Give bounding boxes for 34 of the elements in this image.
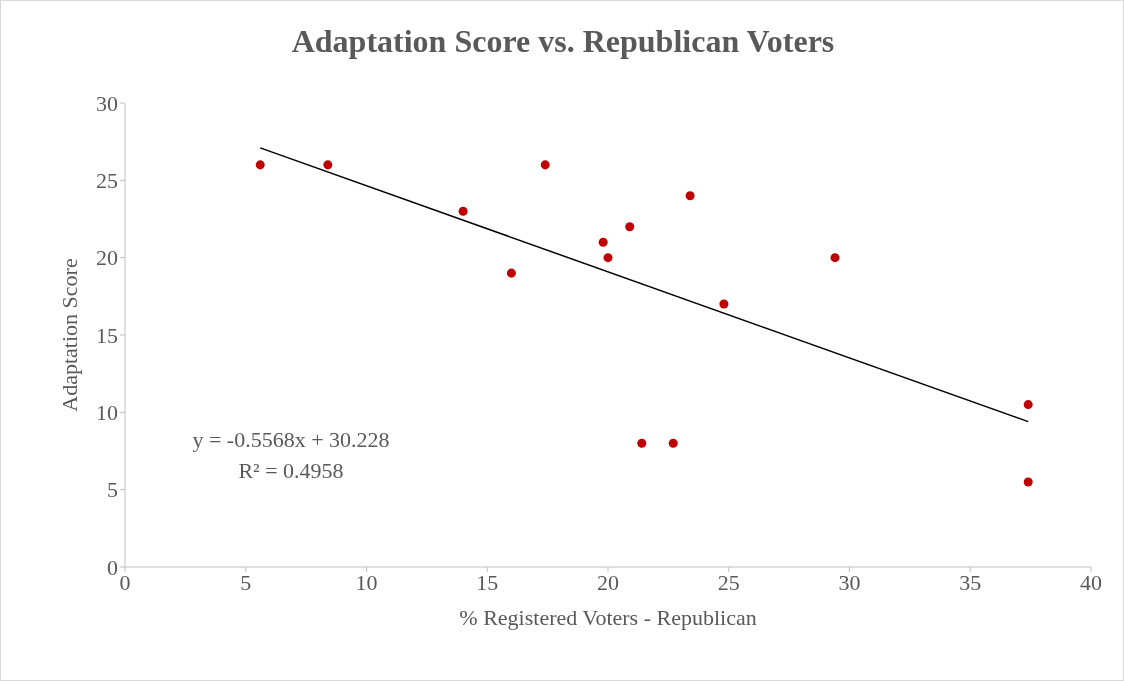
y-tick-label: 5 [107, 477, 118, 503]
point [458, 206, 468, 216]
y-tick-label: 30 [96, 90, 118, 116]
point [719, 299, 729, 309]
y-axis-title: Adaptation Score [56, 258, 82, 412]
annotation: R² = 0.4958 [237, 457, 345, 485]
y-tick-label: 20 [96, 245, 118, 271]
point [830, 253, 840, 263]
point [1023, 477, 1033, 487]
annotation: y = -0.5568x + 30.228 [191, 426, 391, 454]
y-tick-label: 15 [96, 322, 118, 348]
x-tick-label: 20 [597, 569, 619, 595]
point [506, 268, 516, 278]
x-axis-title: % Registered Voters - Republican [459, 605, 757, 630]
point [668, 438, 678, 448]
x-tick-label: 35 [959, 569, 982, 595]
y-tick-label: 10 [96, 400, 118, 426]
x-tick-label: 30 [838, 569, 861, 595]
x-tick-label: 40 [1080, 569, 1102, 595]
x-tick-label: 15 [476, 569, 499, 595]
point [323, 160, 333, 170]
x-tick-label: 10 [355, 569, 378, 595]
x-tick-label: 25 [717, 569, 740, 595]
chart-title: Adaptation Score vs. Republican Voters [290, 23, 836, 60]
point [598, 237, 608, 247]
point [540, 160, 550, 170]
point [1023, 400, 1033, 410]
point [255, 160, 265, 170]
y-tick-label: 25 [96, 168, 118, 194]
point [637, 438, 647, 448]
point [603, 253, 613, 263]
point [625, 222, 635, 232]
point [685, 191, 695, 201]
x-tick-label: 5 [240, 569, 252, 595]
